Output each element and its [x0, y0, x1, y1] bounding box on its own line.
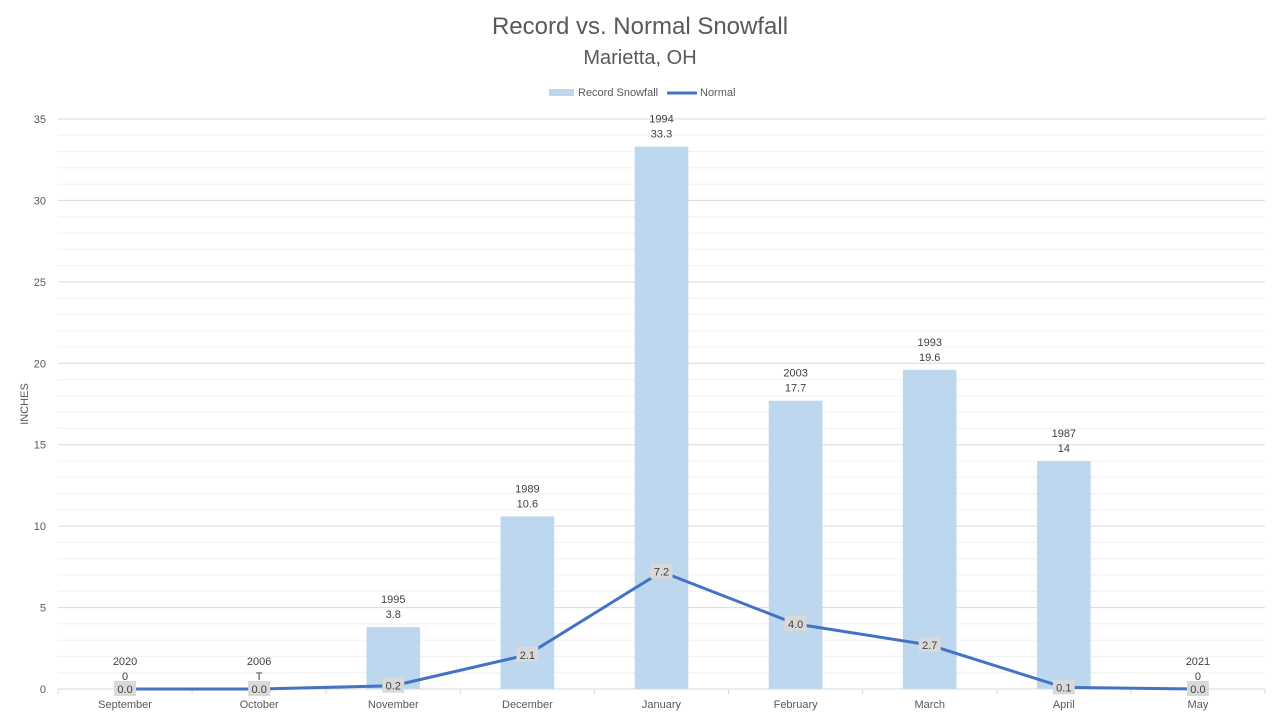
x-tick-label: January	[642, 699, 682, 711]
bar-value-label: 14	[1058, 443, 1070, 455]
x-tick-label: December	[502, 699, 553, 711]
normal-value-label: 0.0	[1190, 684, 1205, 696]
bar-year-label: 1987	[1052, 428, 1076, 440]
normal-value-label: 7.2	[654, 567, 669, 579]
bar-year-label: 2020	[113, 656, 137, 668]
bar-labels: 2020 0 2006 T 1995 3.8 1989 10.6 1994 33.3 2003 17.…	[113, 114, 1210, 683]
normal-label-box	[382, 677, 405, 693]
bar-march	[902, 369, 957, 689]
bar-year-label: 2003	[783, 368, 807, 380]
normal-label-box	[1186, 681, 1209, 696]
y-tick-label: 35	[34, 114, 46, 126]
bar-year-label: 1995	[381, 594, 405, 606]
bar-year-label: 1989	[515, 483, 539, 495]
bar-year-label: 2006	[247, 656, 271, 668]
y-tick-label: 20	[34, 358, 46, 370]
normal-line-labels: 0.0 0.0 0.2 2.1 7.2 4.0 2.7 0.1 0.0	[114, 563, 1209, 696]
bar-february	[768, 400, 823, 689]
chart-subtitle: Marietta, OH	[583, 47, 696, 69]
normal-label-box	[650, 563, 673, 579]
bar-year-label: 1994	[649, 114, 673, 126]
y-tick-label: 15	[34, 440, 46, 452]
bar-december	[500, 516, 555, 689]
x-tick-label: October	[240, 699, 279, 711]
x-tick-label: November	[368, 699, 419, 711]
normal-label-box	[1052, 679, 1075, 695]
y-tick-label: 30	[34, 195, 46, 207]
normal-value-label: 0.0	[252, 684, 267, 696]
normal-label-box	[248, 681, 271, 696]
legend-label-record: Record Snowfall	[578, 87, 658, 99]
legend: Record Snowfall Normal	[549, 87, 735, 99]
normal-label-box	[918, 637, 941, 653]
y-tick-label: 25	[34, 277, 46, 289]
normal-value-label: 0.2	[386, 681, 401, 693]
normal-label-box	[114, 681, 137, 696]
legend-swatch-record	[549, 89, 574, 96]
bar-series	[366, 146, 1091, 689]
bar-april	[1037, 461, 1091, 689]
x-tick-label: March	[914, 699, 945, 711]
normal-value-label: 0.1	[1056, 682, 1071, 694]
bar-value-label: 0	[122, 671, 128, 683]
x-tick-label: September	[98, 699, 152, 711]
bar-value-label: 33.3	[651, 129, 672, 141]
normal-value-label: 0.0	[117, 684, 132, 696]
bar-value-label: 0	[1195, 671, 1201, 683]
y-axis-ticks: 0 5 10 15 20 25 30 35	[34, 114, 46, 696]
x-axis-ticks: September October November December January F…	[98, 699, 1209, 711]
y-axis-title: INCHES	[19, 383, 31, 425]
y-tick-label: 5	[40, 603, 46, 615]
bar-value-label: 3.8	[386, 609, 401, 621]
chart-title: Record vs. Normal Snowfall	[492, 13, 788, 40]
normal-value-label: 4.0	[788, 619, 803, 631]
x-tick-label: February	[774, 699, 819, 711]
normal-label-box	[516, 646, 539, 662]
bar-january	[634, 146, 689, 689]
y-tick-label: 0	[40, 684, 46, 696]
bar-value-label: T	[256, 671, 263, 683]
normal-label-box	[784, 615, 807, 631]
x-tick-label: May	[1188, 699, 1209, 711]
legend-label-normal: Normal	[700, 87, 735, 99]
bar-value-label: 17.7	[785, 383, 806, 395]
bar-year-label: 1993	[917, 337, 941, 349]
bar-value-label: 19.6	[919, 352, 940, 364]
normal-value-label: 2.1	[520, 650, 535, 662]
x-tick-label: April	[1053, 699, 1075, 711]
y-tick-label: 10	[34, 521, 46, 533]
normal-value-label: 2.7	[922, 640, 937, 652]
bar-value-label: 10.6	[517, 498, 538, 510]
bar-year-label: 2021	[1186, 656, 1210, 668]
